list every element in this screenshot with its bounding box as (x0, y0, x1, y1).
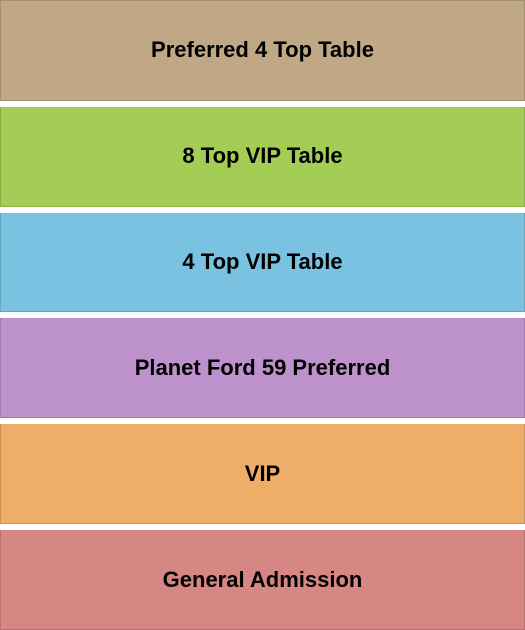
section-label: VIP (245, 461, 280, 487)
section-planet-ford-59-preferred[interactable]: Planet Ford 59 Preferred (0, 318, 525, 418)
section-label: 4 Top VIP Table (182, 249, 342, 275)
section-label: General Admission (163, 567, 363, 593)
section-preferred-4-top-table[interactable]: Preferred 4 Top Table (0, 0, 525, 101)
section-8-top-vip-table[interactable]: 8 Top VIP Table (0, 107, 525, 207)
section-label: Planet Ford 59 Preferred (135, 355, 391, 381)
seating-chart: Preferred 4 Top Table 8 Top VIP Table 4 … (0, 0, 525, 630)
section-vip[interactable]: VIP (0, 424, 525, 524)
section-label: Preferred 4 Top Table (151, 37, 374, 63)
section-general-admission[interactable]: General Admission (0, 530, 525, 630)
section-label: 8 Top VIP Table (182, 143, 342, 169)
section-4-top-vip-table[interactable]: 4 Top VIP Table (0, 213, 525, 313)
